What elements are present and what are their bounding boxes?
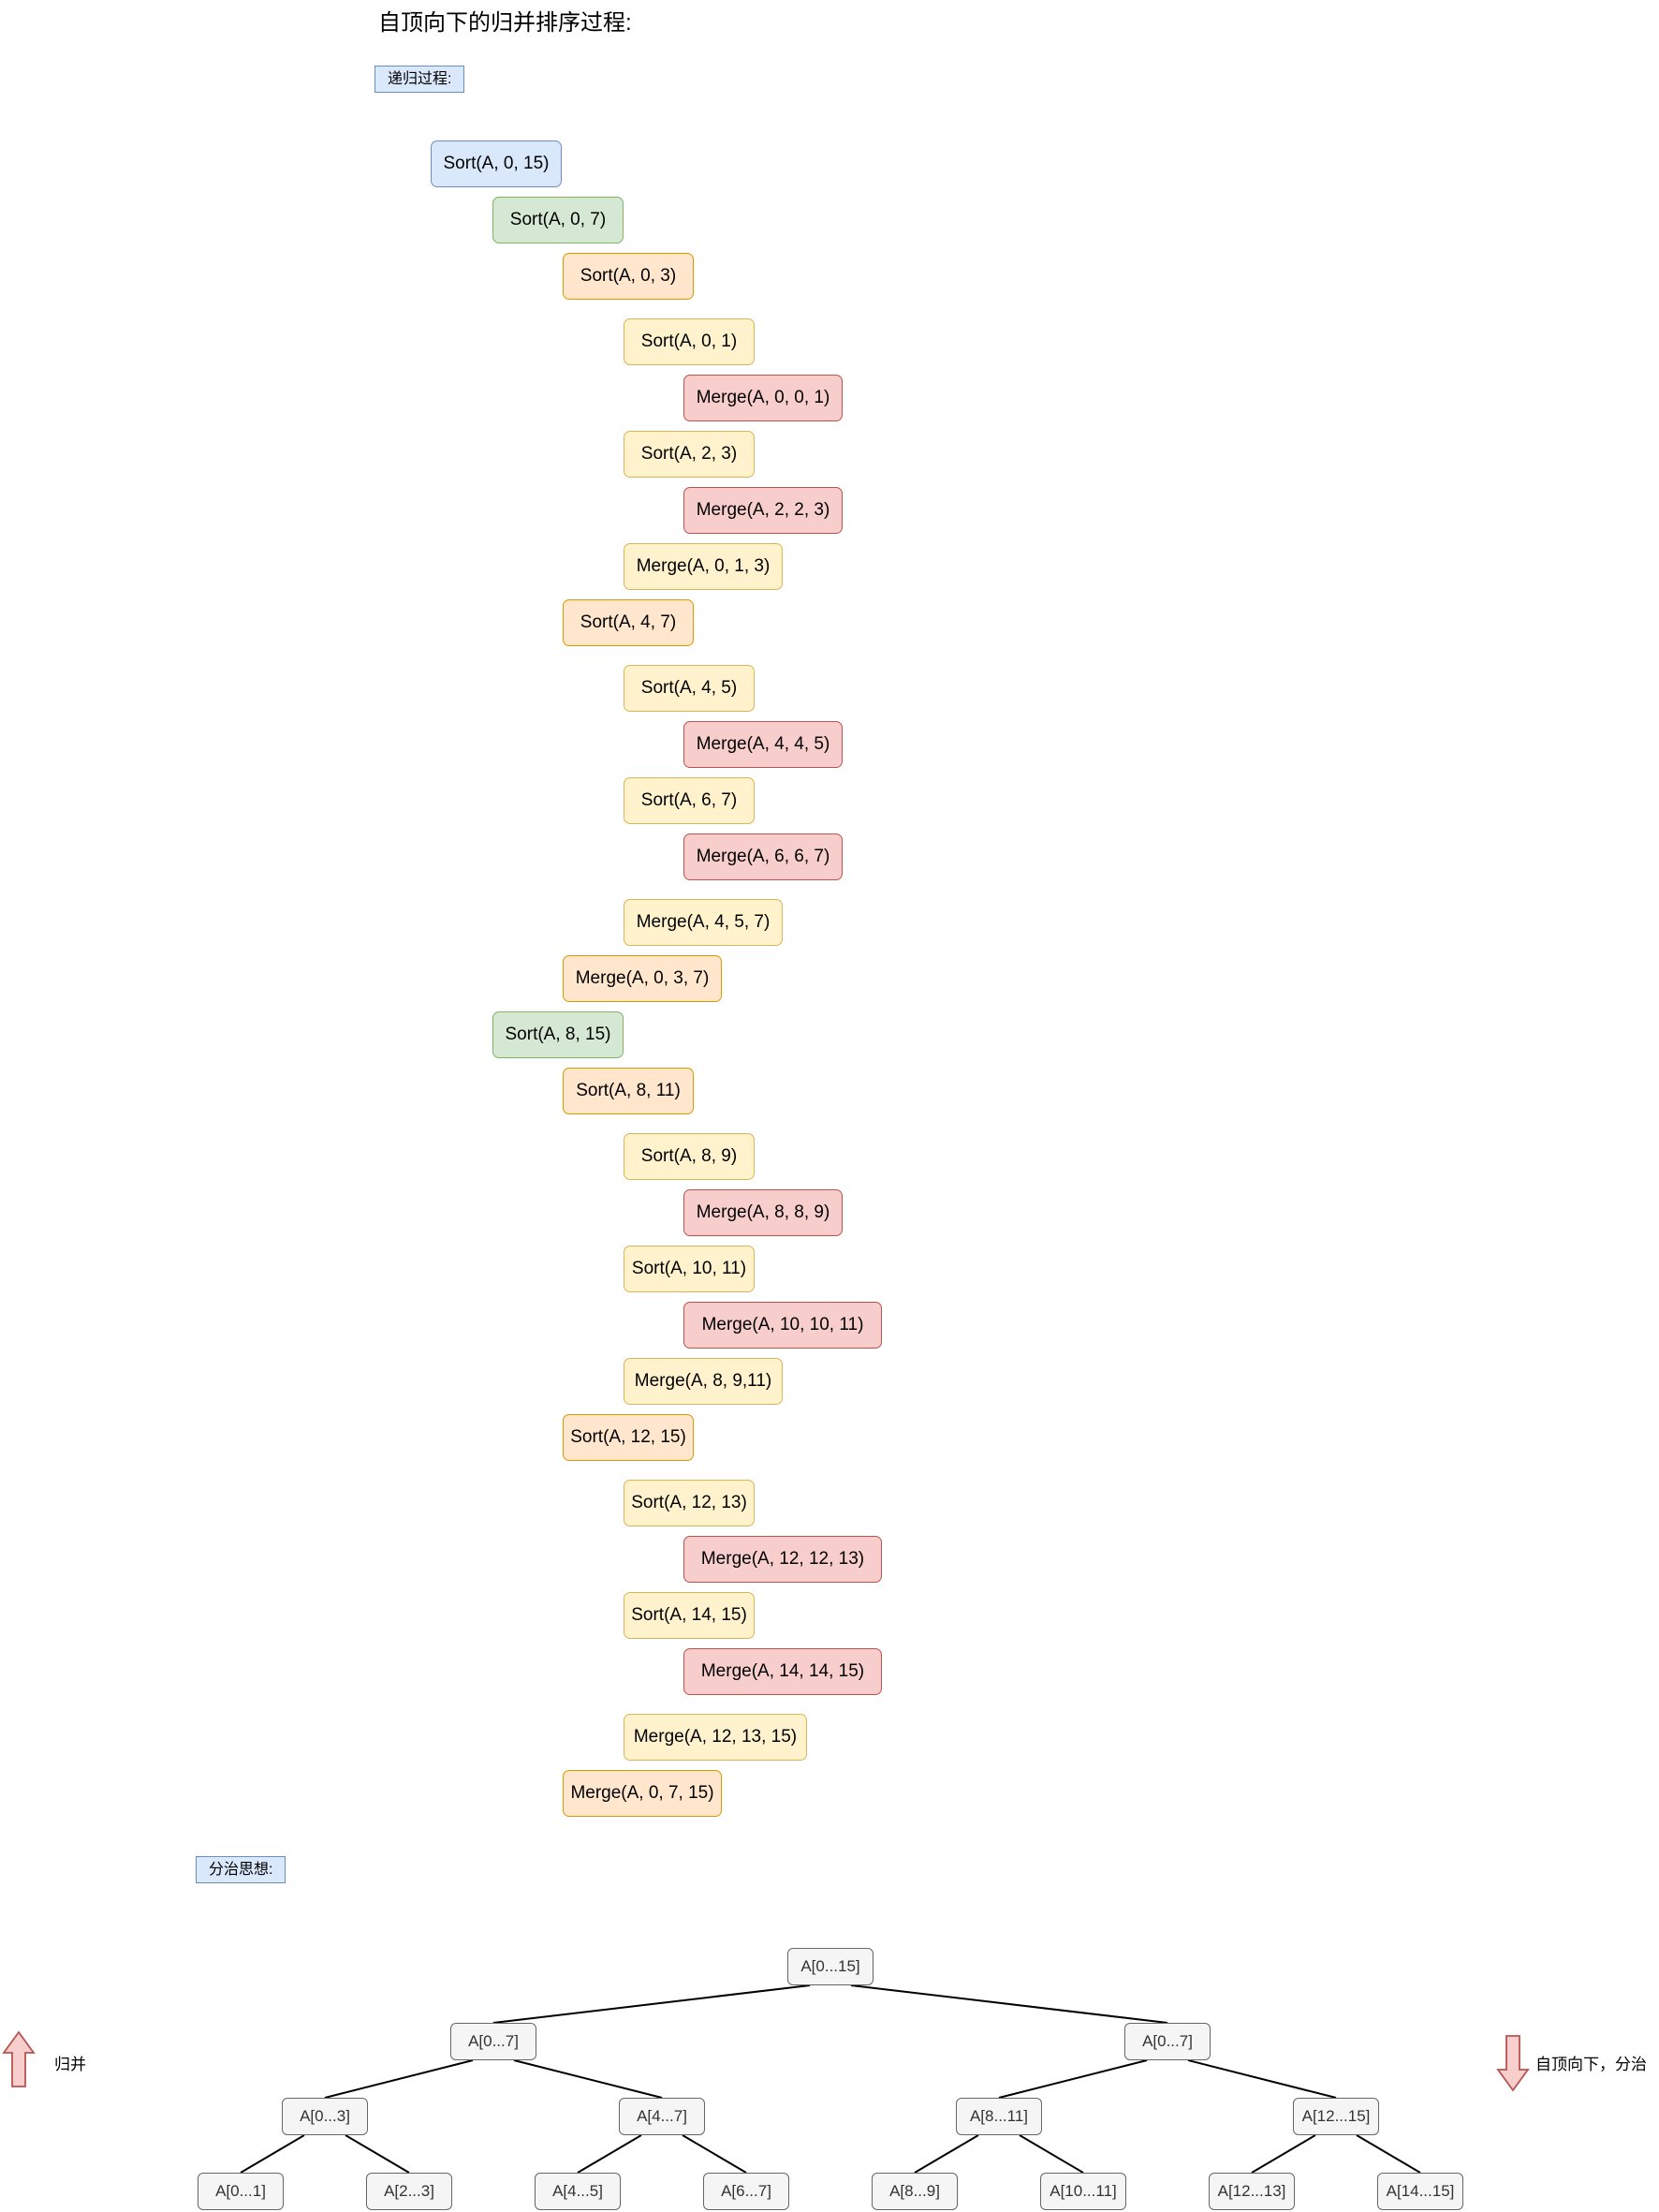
tree-edge <box>324 2059 474 2099</box>
tree-node: A[0...15] <box>787 1948 874 1985</box>
tree-node: A[2...3] <box>366 2173 452 2210</box>
tree-edge <box>1187 2059 1337 2099</box>
tree-node: A[0...1] <box>198 2173 284 2210</box>
tree-node: A[6...7] <box>703 2173 789 2210</box>
tree-node: A[12...15] <box>1293 2098 1379 2135</box>
tree-node: A[4...7] <box>619 2098 705 2135</box>
merge-call-box: Merge(A, 0, 1, 3) <box>624 543 783 590</box>
tree-node: A[4...5] <box>535 2173 621 2210</box>
tree-edge <box>1356 2134 1421 2174</box>
tree-node: A[0...7] <box>1124 2023 1211 2060</box>
sort-call-box: Sort(A, 14, 15) <box>624 1592 755 1639</box>
merge-call-box: Merge(A, 8, 8, 9) <box>683 1189 843 1236</box>
sort-call-box: Sort(A, 0, 7) <box>492 197 624 243</box>
merge-side-label: 归并 <box>54 2056 86 2073</box>
sort-call-box: Sort(A, 8, 9) <box>624 1133 755 1180</box>
tree-node: A[12...13] <box>1209 2173 1295 2210</box>
merge-call-box: Merge(A, 0, 0, 1) <box>683 375 843 421</box>
sort-call-box: Sort(A, 6, 7) <box>624 777 755 824</box>
sort-call-box: Sort(A, 8, 15) <box>492 1011 624 1058</box>
sort-call-box: Sort(A, 10, 11) <box>624 1246 755 1292</box>
tree-edge <box>682 2134 747 2174</box>
tree-node: A[14...15] <box>1377 2173 1463 2210</box>
sort-call-box: Sort(A, 0, 3) <box>563 253 694 300</box>
merge-call-box: Merge(A, 0, 3, 7) <box>563 955 722 1002</box>
tree-edge <box>492 1984 811 2024</box>
tree-edge <box>513 2059 663 2099</box>
merge-call-box: Merge(A, 0, 7, 15) <box>563 1770 722 1817</box>
tree-node: A[0...7] <box>450 2023 536 2060</box>
merge-call-box: Merge(A, 10, 10, 11) <box>683 1302 882 1349</box>
merge-call-box: Merge(A, 4, 5, 7) <box>624 899 783 946</box>
sort-call-box: Sort(A, 0, 15) <box>431 140 562 187</box>
tree-edge <box>1251 2134 1316 2174</box>
tree-edge <box>577 2134 642 2174</box>
sort-call-box: Sort(A, 8, 11) <box>563 1068 694 1114</box>
tree-edge <box>850 1984 1168 2024</box>
merge-call-box: Merge(A, 12, 12, 13) <box>683 1536 882 1583</box>
sort-call-box: Sort(A, 12, 15) <box>563 1414 694 1461</box>
sort-call-box: Sort(A, 2, 3) <box>624 431 755 478</box>
up-arrow-icon <box>2 2030 36 2087</box>
recursion-section-label: 递归过程: <box>374 66 465 93</box>
merge-call-box: Merge(A, 12, 13, 15) <box>624 1714 807 1761</box>
tree-edge <box>240 2134 305 2174</box>
tree-edge <box>914 2134 979 2174</box>
divide-section-label: 分治思想: <box>196 1856 286 1883</box>
page-title: 自顶向下的归并排序过程: <box>378 10 632 36</box>
sort-call-box: Sort(A, 4, 5) <box>624 665 755 712</box>
divide-side-label: 自顶向下，分治 <box>1535 2056 1647 2073</box>
merge-call-box: Merge(A, 2, 2, 3) <box>683 487 843 534</box>
tree-node: A[8...11] <box>956 2098 1042 2135</box>
tree-node: A[10...11] <box>1040 2173 1126 2210</box>
merge-call-box: Merge(A, 8, 9,11) <box>624 1358 783 1405</box>
tree-edge <box>998 2059 1148 2099</box>
merge-call-box: Merge(A, 14, 14, 15) <box>683 1648 882 1695</box>
tree-node: A[0...3] <box>282 2098 368 2135</box>
sort-call-box: Sort(A, 4, 7) <box>563 599 694 646</box>
merge-call-box: Merge(A, 6, 6, 7) <box>683 833 843 880</box>
sort-call-box: Sort(A, 0, 1) <box>624 318 755 365</box>
merge-call-box: Merge(A, 4, 4, 5) <box>683 721 843 768</box>
down-arrow-icon <box>1496 2035 1530 2092</box>
tree-edge <box>1019 2134 1084 2174</box>
sort-call-box: Sort(A, 12, 13) <box>624 1480 755 1526</box>
tree-edge <box>345 2134 410 2174</box>
tree-node: A[8...9] <box>872 2173 958 2210</box>
